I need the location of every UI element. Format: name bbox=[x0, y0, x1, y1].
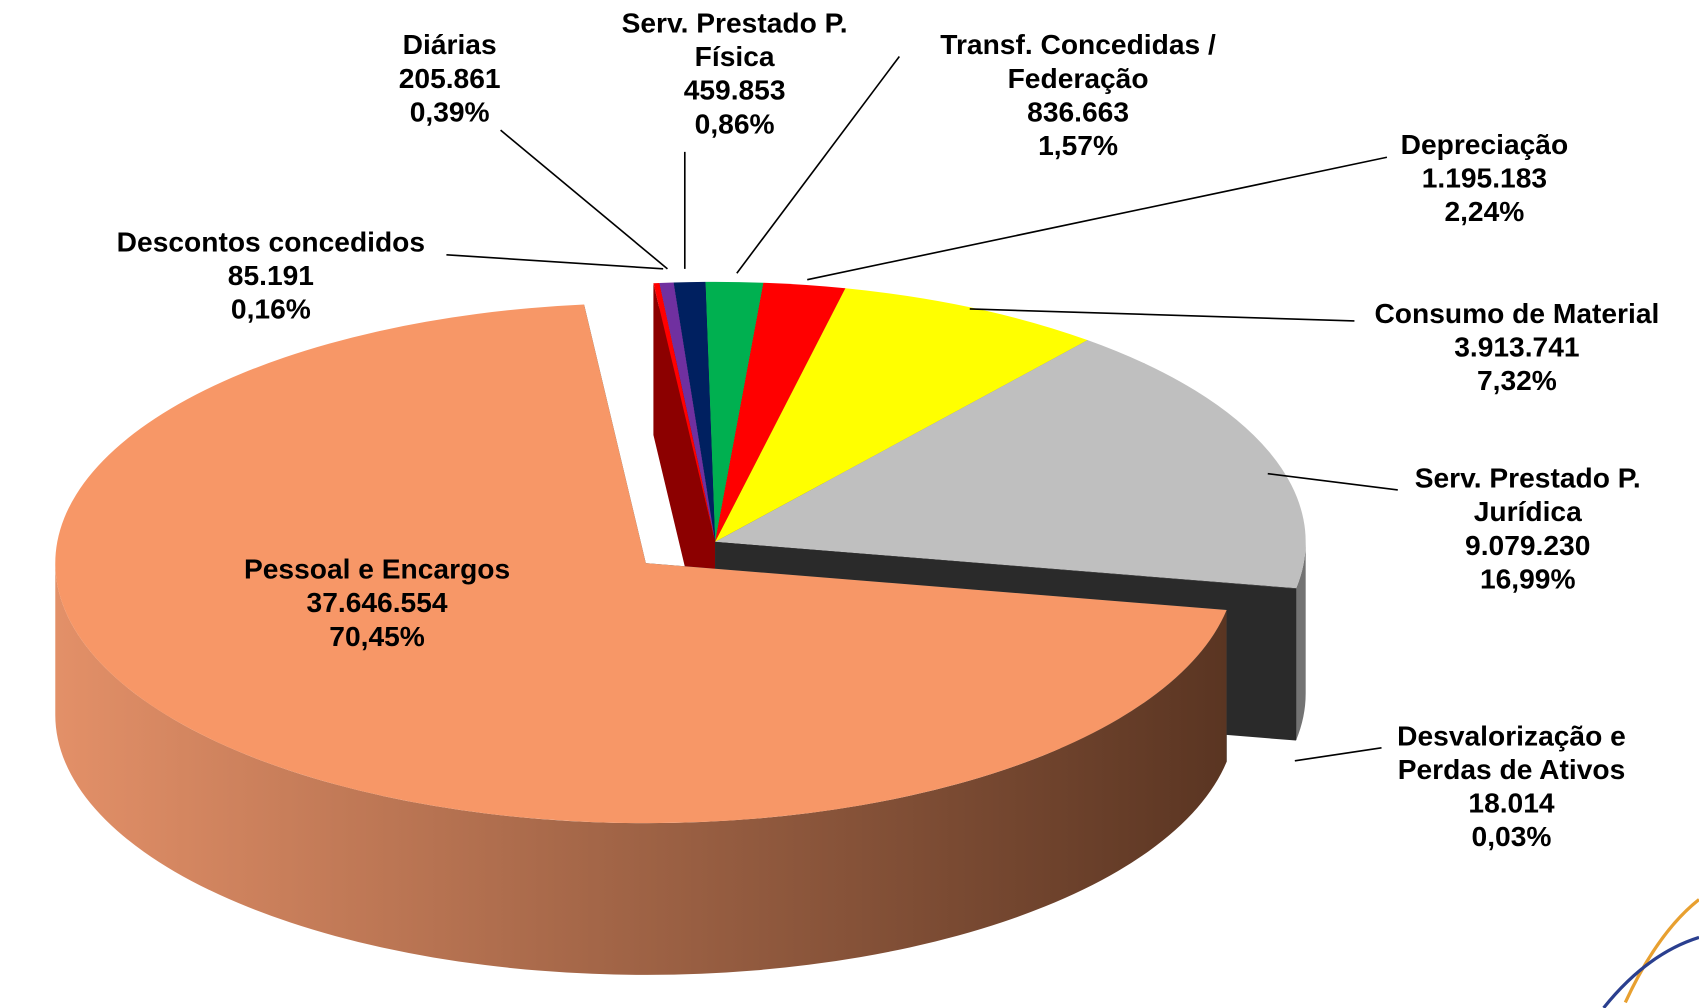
label-line: 7,32% bbox=[1476, 364, 1557, 397]
data-label: Diárias 205.861 0,39% bbox=[341, 28, 558, 129]
label-line: 18.014 bbox=[1468, 786, 1555, 820]
label-line: 16,99% bbox=[1479, 562, 1576, 595]
data-label: Desvalorização e Perdas de Ativos 18.014 0… bbox=[1365, 719, 1658, 853]
leader-line bbox=[1294, 746, 1382, 762]
label-line: Pessoal e Encargos bbox=[243, 552, 511, 586]
leader-line bbox=[446, 253, 664, 270]
slice bbox=[55, 304, 1227, 824]
label-line: 3.913.741 bbox=[1454, 330, 1580, 363]
slice bbox=[715, 340, 1306, 589]
label-line: 1.195.183 bbox=[1421, 161, 1548, 194]
label-line: 9.079.230 bbox=[1465, 528, 1591, 562]
label-line: 459.853 bbox=[683, 73, 786, 107]
leader-line bbox=[969, 308, 1355, 322]
leader-line bbox=[1267, 472, 1398, 491]
label-line: 85.191 bbox=[227, 258, 314, 292]
data-label: Depreciação 1.195.183 2,24% bbox=[1365, 128, 1603, 229]
label-line: Descontos concedidos bbox=[116, 225, 426, 258]
label-line: 836.663 bbox=[1027, 95, 1129, 128]
label-line: 1,57% bbox=[1038, 128, 1119, 162]
label-line: 0,16% bbox=[230, 292, 311, 326]
leader-line bbox=[807, 156, 1388, 281]
data-label: Consumo de Material 3.913.741 7,32% bbox=[1344, 297, 1691, 398]
slice-wall bbox=[55, 563, 1227, 975]
slice bbox=[705, 281, 764, 542]
label-line: Serv. Prestado P. Jurídica bbox=[1414, 461, 1641, 528]
label-line: Transf. Concedidas / Federação bbox=[940, 28, 1216, 95]
label-line: Diárias bbox=[402, 28, 497, 61]
label-line: 37.646.554 bbox=[306, 586, 448, 619]
slice bbox=[659, 282, 716, 542]
label-line: 0,86% bbox=[694, 107, 775, 140]
data-label: Pessoal e Encargos 37.646.554 70,45% bbox=[198, 553, 556, 654]
slice bbox=[715, 288, 1088, 542]
slice-wall bbox=[1296, 541, 1306, 740]
label-line: 2,24% bbox=[1444, 195, 1525, 228]
label-line: 0,39% bbox=[409, 95, 490, 128]
decoration bbox=[1602, 935, 1699, 1008]
decoration bbox=[1623, 898, 1699, 1004]
data-label: Serv. Prestado P. Física 459.853 0,86% bbox=[599, 7, 870, 141]
leader-line bbox=[500, 129, 668, 270]
data-label: Transf. Concedidas / Federação 836.663 1,5… bbox=[905, 28, 1252, 162]
label-line: 0,03% bbox=[1471, 820, 1552, 853]
label-line: 205.861 bbox=[398, 61, 501, 95]
leader-line bbox=[736, 56, 900, 274]
label-line: Desvalorização e Perdas de Ativos bbox=[1397, 719, 1626, 786]
slice bbox=[653, 283, 716, 542]
label-line: Consumo de Material bbox=[1374, 296, 1660, 330]
slice bbox=[715, 282, 846, 542]
data-label: Descontos concedidos 85.191 0,16% bbox=[43, 225, 498, 326]
data-label: Serv. Prestado P. Jurídica 9.079.230 16,99… bbox=[1387, 462, 1669, 596]
slice bbox=[715, 541, 1297, 589]
label-line: Serv. Prestado P. Física bbox=[621, 6, 848, 73]
slice bbox=[673, 281, 716, 542]
label-line: Depreciação bbox=[1400, 127, 1569, 161]
label-line: 70,45% bbox=[329, 619, 425, 653]
